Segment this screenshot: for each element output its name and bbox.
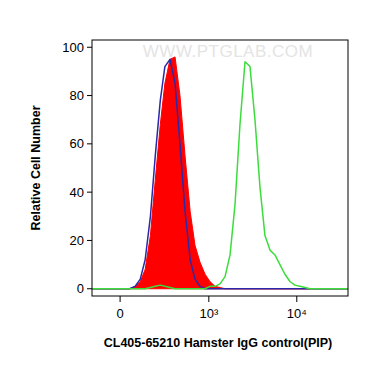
watermark: WWW.PTGLAB.COM — [143, 42, 313, 61]
x-tick-label: 10⁴ — [287, 306, 307, 321]
chart: WWW.PTGLAB.COM 0 20 40 60 80 100 0 10³ 10⁴ CL405-6… — [0, 0, 370, 367]
y-tick — [87, 288, 92, 289]
x-tick — [208, 296, 209, 302]
y-tick-label: 40 — [70, 185, 84, 200]
plot-frame — [92, 40, 348, 296]
x-tick — [120, 296, 121, 302]
x-tick — [296, 296, 297, 302]
y-tick — [87, 47, 92, 48]
histogram-line — [92, 62, 348, 289]
plot-area — [92, 57, 348, 289]
y-tick-label: 60 — [70, 136, 84, 151]
y-tick-label: 0 — [77, 281, 84, 296]
x-axis-label: CL405-65210 Hamster IgG control(PIP) — [104, 336, 333, 350]
histogram-line — [92, 59, 348, 288]
y-tick-label: 80 — [70, 88, 84, 103]
y-tick — [87, 95, 92, 96]
y-axis-label: Relative Cell Number — [29, 105, 43, 230]
y-tick-label: 20 — [70, 233, 84, 248]
y-tick — [87, 240, 92, 241]
y-tick — [87, 192, 92, 193]
y-tick — [87, 143, 92, 144]
histogram-area — [92, 57, 348, 289]
x-tick-label: 0 — [116, 306, 123, 321]
x-tick-label: 10³ — [199, 306, 218, 321]
y-tick-label: 100 — [62, 40, 84, 55]
